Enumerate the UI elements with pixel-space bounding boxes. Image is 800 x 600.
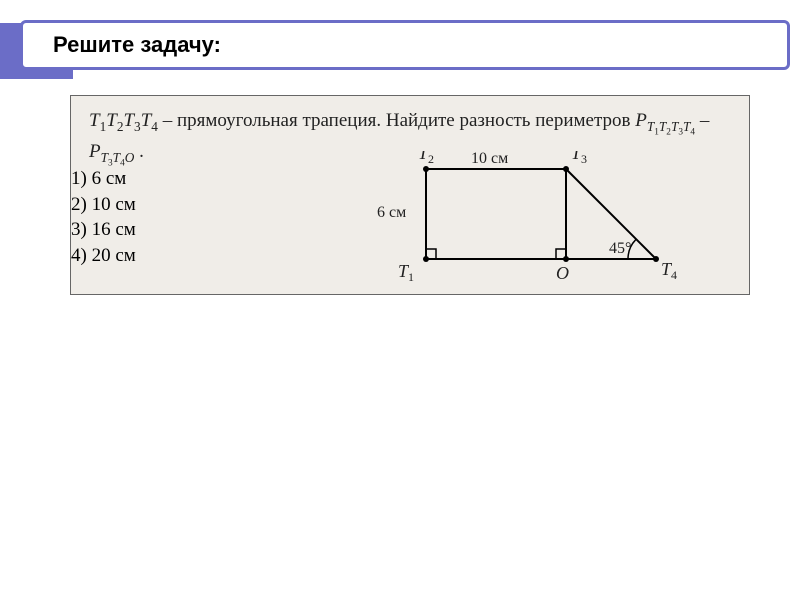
trapezoid-figure: T1 T2 T3 O T4 6 см 10 см 45° <box>371 151 711 291</box>
answer-option: 3) 16 см <box>71 217 136 243</box>
svg-text:T1: T1 <box>398 261 414 284</box>
answer-option: 2) 10 см <box>71 192 136 218</box>
svg-text:45°: 45° <box>609 240 631 257</box>
answer-options: 1) 6 см2) 10 см3) 16 см4) 20 см <box>71 166 136 269</box>
page-title: Решите задачу: <box>53 32 221 58</box>
title-bar: Решите задачу: <box>0 20 790 80</box>
svg-text:T4: T4 <box>661 259 677 282</box>
svg-text:6 см: 6 см <box>377 204 406 221</box>
answer-option: 4) 20 см <box>71 243 136 269</box>
svg-text:10 см: 10 см <box>471 151 508 167</box>
title-box: Решите задачу: <box>20 20 790 70</box>
svg-text:T3: T3 <box>571 151 587 166</box>
problem-container: T1T2T3T4 – прямоугольная трапеция. Найди… <box>70 95 750 295</box>
svg-text:O: O <box>556 263 569 283</box>
svg-text:T2: T2 <box>418 151 434 166</box>
answer-option: 1) 6 см <box>71 166 136 192</box>
